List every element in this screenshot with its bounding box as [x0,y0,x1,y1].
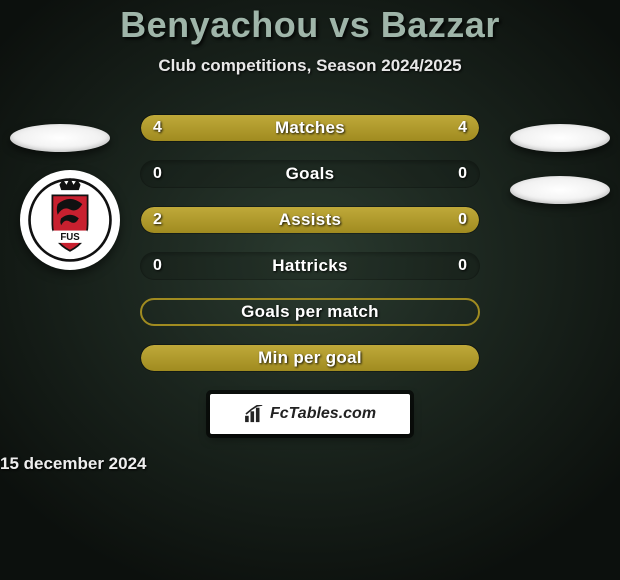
stats-bars: 44Matches 00Goals 20Assists 00Hattricks Goal… [140,114,480,372]
stat-bar: Min per goal [140,344,480,372]
subtitle: Club competitions, Season 2024/2025 [158,56,461,76]
stat-bar: Goals per match [140,298,480,326]
main-area: FUS 44Matches 00Goals 20Assists 00Hattricks… [0,114,620,474]
content-wrapper: Benyachou vs Bazzar Club competitions, S… [0,0,620,580]
stat-label: Min per goal [141,345,479,371]
badge-text: FcTables.com [270,405,376,423]
player2-name: Bazzar [381,4,500,45]
footer-date: 15 december 2024 [0,454,620,474]
chart-icon [244,405,266,423]
crest-icon: FUS [26,176,114,264]
svg-text:FUS: FUS [60,232,80,243]
player1-name: Benyachou [120,4,319,45]
page-title: Benyachou vs Bazzar [120,4,500,46]
stat-label: Goals per match [142,300,478,324]
stat-label: Assists [141,207,479,233]
stat-label: Matches [141,115,479,141]
player2-avatar-placeholder [510,124,610,152]
vs-text: vs [329,4,370,45]
player2-club-placeholder [510,176,610,204]
player1-club-crest: FUS [20,170,120,270]
stat-bar: 00Goals [140,160,480,188]
stat-label: Hattricks [141,253,479,279]
stat-bar: 20Assists [140,206,480,234]
stat-bar: 44Matches [140,114,480,142]
stat-label: Goals [141,161,479,187]
stat-bar: 00Hattricks [140,252,480,280]
source-badge[interactable]: FcTables.com [210,394,410,434]
player1-avatar-placeholder [10,124,110,152]
